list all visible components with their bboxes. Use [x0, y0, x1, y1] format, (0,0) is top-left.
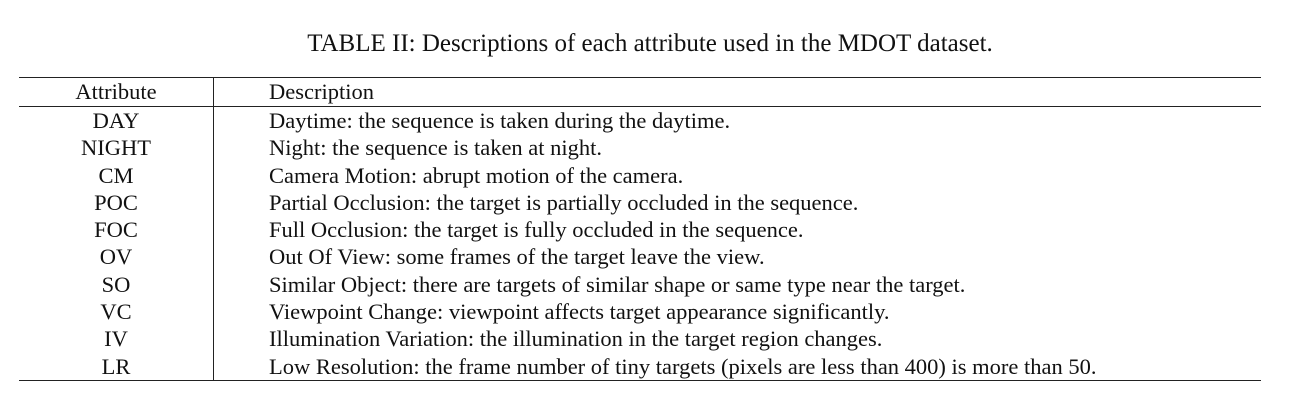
attribute-cell: SO	[19, 270, 214, 299]
table-row: FOC Full Occlusion: the target is fully …	[19, 216, 1261, 244]
table-row: LR Low Resolution: the frame number of t…	[19, 352, 1261, 381]
description-cell: Viewpoint Change: viewpoint affects targ…	[269, 299, 890, 325]
attribute-cell: LR	[19, 352, 214, 381]
table-row: POC Partial Occlusion: the target is par…	[19, 188, 1261, 217]
description-cell: Similar Object: there are targets of sim…	[269, 271, 966, 297]
attribute-cell: OV	[19, 243, 214, 271]
attribute-cell: NIGHT	[19, 134, 214, 162]
attribute-table: Attribute Description DAY Daytime: the s…	[19, 77, 1261, 381]
description-cell: Night: the sequence is taken at night.	[269, 135, 603, 161]
attribute-cell: VC	[19, 298, 214, 326]
table-row: IV Illumination Variation: the illuminat…	[19, 325, 1261, 353]
header-attribute: Attribute	[19, 77, 214, 107]
description-cell: Out Of View: some frames of the target l…	[269, 244, 765, 270]
table-caption: TABLE II: Descriptions of each attribute…	[307, 30, 993, 57]
description-cell: Partial Occlusion: the target is partial…	[269, 189, 859, 215]
attribute-cell: IV	[19, 325, 214, 353]
attribute-cell: DAY	[19, 106, 214, 135]
description-cell: Full Occlusion: the target is fully occl…	[269, 217, 804, 243]
description-cell: Camera Motion: abrupt motion of the came…	[269, 162, 684, 188]
table-row: VC Viewpoint Change: viewpoint affects t…	[19, 298, 1261, 326]
attribute-cell: CM	[19, 161, 214, 189]
table-row: CM Camera Motion: abrupt motion of the c…	[19, 161, 1261, 189]
table-row: SO Similar Object: there are targets of …	[19, 270, 1261, 299]
attribute-cell: FOC	[19, 216, 214, 244]
header-description: Description	[213, 77, 1261, 107]
attribute-table-container: Attribute Description DAY Daytime: the s…	[19, 77, 1261, 381]
description-cell: Daytime: the sequence is taken during th…	[269, 108, 731, 133]
table-row: OV Out Of View: some frames of the targe…	[19, 243, 1261, 271]
table-row: NIGHT Night: the sequence is taken at ni…	[19, 134, 1261, 162]
description-cell: Illumination Variation: the illumination…	[269, 326, 883, 352]
table-row: DAY Daytime: the sequence is taken durin…	[19, 106, 1261, 135]
description-cell: Low Resolution: the frame number of tiny…	[269, 353, 1097, 379]
attribute-cell: POC	[19, 188, 214, 217]
table-header-row: Attribute Description	[19, 77, 1261, 107]
